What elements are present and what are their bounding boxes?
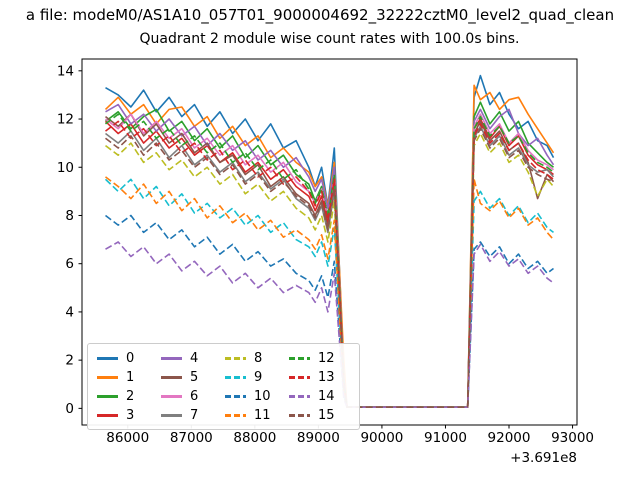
legend-item-label: 2 (126, 389, 135, 404)
legend-item-2: 2 (97, 387, 157, 406)
legend-item-1: 1 (97, 368, 157, 387)
legend-line-sample-2 (97, 395, 118, 398)
legend-item-label: 7 (190, 408, 199, 423)
legend-item-label: 10 (254, 389, 271, 404)
legend-item-8: 8 (225, 349, 285, 368)
x-axis-tick-label: 92000 (488, 430, 531, 446)
legend-line-sample-12 (289, 357, 310, 360)
legend-item-label: 11 (254, 408, 271, 423)
legend-item-7: 7 (161, 406, 221, 425)
legend-line-sample-9 (225, 376, 246, 379)
legend-line-sample-15 (289, 414, 310, 417)
legend-item-label: 3 (126, 408, 135, 423)
legend-item-14: 14 (289, 387, 349, 406)
x-axis-tick-label: 86000 (106, 430, 149, 446)
axes-title: Quadrant 2 module wise count rates with … (139, 31, 520, 47)
legend-item-3: 3 (97, 406, 157, 425)
legend-line-sample-11 (225, 414, 246, 417)
series-line-12 (105, 113, 554, 409)
legend-item-11: 11 (225, 406, 285, 425)
y-axis-tick-label: 2 (65, 353, 74, 369)
legend-item-6: 6 (161, 387, 221, 406)
legend-item-15: 15 (289, 406, 349, 425)
series-line-4 (105, 103, 555, 409)
x-axis-tick-label: 91000 (424, 430, 467, 446)
x-axis-tick-label: 88000 (233, 430, 276, 446)
legend-item-10: 10 (225, 387, 285, 406)
legend-line-sample-7 (161, 414, 182, 417)
series-line-3 (104, 118, 554, 409)
legend-item-5: 5 (161, 368, 221, 387)
figure-title: a file: modeM0/AS1A10_057T01_9000004692_… (25, 6, 615, 24)
legend-item-label: 0 (126, 351, 135, 366)
legend-item-label: 1 (126, 370, 135, 385)
legend-item-label: 5 (190, 370, 199, 385)
series-line-14 (105, 241, 554, 409)
y-axis-tick-label: 4 (65, 304, 74, 320)
legend-item-label: 6 (190, 389, 199, 404)
series-line-10 (105, 214, 554, 409)
legend-item-label: 12 (318, 351, 335, 366)
legend-line-sample-3 (97, 414, 118, 417)
legend-item-9: 9 (225, 368, 285, 387)
x-axis-tick-label: 87000 (170, 430, 213, 446)
series-line-15 (105, 127, 554, 409)
y-axis-tick-label: 12 (57, 112, 74, 128)
legend-item-label: 13 (318, 370, 335, 385)
series-line-7 (105, 125, 555, 409)
legend-line-sample-5 (161, 376, 182, 379)
series-line-1 (104, 84, 555, 409)
legend-line-sample-0 (97, 357, 118, 360)
legend-item-label: 4 (190, 351, 199, 366)
legend-item-label: 15 (318, 408, 335, 423)
series-group (104, 74, 555, 409)
legend-line-sample-14 (289, 395, 310, 398)
y-axis-tick-label: 14 (57, 63, 74, 79)
legend-line-sample-1 (97, 376, 118, 379)
legend-line-sample-4 (161, 357, 182, 360)
series-line-0 (105, 74, 555, 409)
legend-line-sample-10 (225, 395, 246, 398)
legend-item-13: 13 (289, 368, 349, 387)
legend-line-sample-6 (161, 395, 182, 398)
y-axis-tick-label: 0 (65, 401, 74, 417)
legend: 0 1 2 3 4 5 6 7 8 9 10 11 12 13 14 15 (87, 343, 360, 430)
y-axis-tick-label: 8 (65, 208, 74, 224)
legend-item-label: 14 (318, 389, 335, 404)
series-line-8 (105, 132, 555, 409)
x-axis-tick-label: 90000 (360, 430, 403, 446)
series-line-13 (105, 120, 554, 409)
x-axis-tick-label: 93000 (551, 430, 594, 446)
y-axis-tick-label: 10 (57, 160, 74, 176)
legend-line-sample-13 (289, 376, 310, 379)
legend-item-4: 4 (161, 349, 221, 368)
x-axis-offset-label: +3.691e8 (510, 450, 577, 466)
y-axis-tick-label: 6 (65, 256, 74, 272)
legend-item-0: 0 (97, 349, 157, 368)
series-line-11 (105, 176, 555, 409)
legend-line-sample-8 (225, 357, 246, 360)
legend-item-label: 8 (254, 351, 263, 366)
x-axis-tick-label: 89000 (297, 430, 340, 446)
legend-item-label: 9 (254, 370, 263, 385)
legend-item-12: 12 (289, 349, 349, 368)
